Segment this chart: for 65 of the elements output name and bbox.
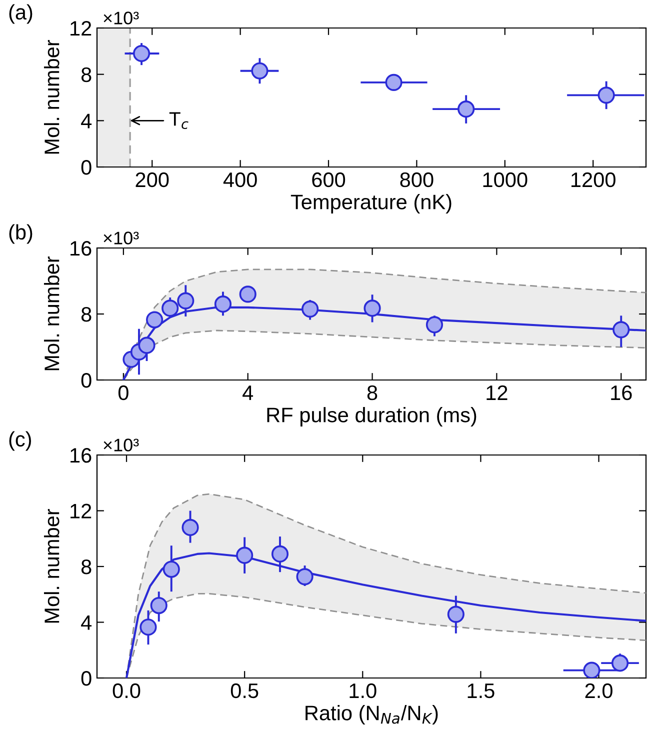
point	[271, 545, 289, 562]
point	[162, 300, 179, 317]
text: ×10³	[104, 232, 139, 244]
point	[214, 296, 232, 313]
x-tick-label: 1200	[572, 172, 616, 188]
point	[236, 546, 254, 564]
x-tick-label: 200	[136, 172, 169, 188]
point	[447, 606, 464, 623]
point	[132, 44, 150, 62]
point	[458, 100, 475, 118]
x-tick-label: 12	[486, 385, 508, 400]
y-tick-label: 12	[70, 21, 92, 36]
y-tick-label: 8	[81, 307, 92, 322]
y-tick-label: 0	[81, 373, 92, 388]
x-tick-label: 16	[611, 385, 632, 400]
point	[150, 596, 168, 614]
x-tick-label: 600	[312, 172, 346, 188]
y-tick-label: 4	[81, 615, 92, 630]
point	[239, 286, 256, 303]
point	[598, 86, 615, 104]
x-tick-label: 1000	[483, 172, 528, 188]
x-tick-label: 0	[118, 385, 128, 400]
x-tick-label: 400	[223, 172, 257, 188]
text: ×10³	[104, 12, 139, 24]
text: (a)	[9, 4, 32, 24]
text: (b)	[9, 224, 32, 244]
point	[138, 336, 156, 354]
x-tick-label: 4	[242, 386, 254, 400]
point	[385, 74, 402, 91]
point	[182, 518, 199, 536]
y-tick-label: 8	[81, 560, 92, 574]
text: (c)	[9, 431, 31, 451]
point	[162, 560, 180, 578]
y-axis-title: Mol. number	[44, 508, 60, 623]
x-tick-label: 1.0	[350, 683, 376, 698]
y-axis-title: Mol. number	[44, 256, 60, 370]
annotation: T$_{c}$	[169, 112, 188, 130]
x-tick-label: 1.5	[468, 684, 494, 698]
point	[251, 62, 268, 80]
point	[296, 568, 314, 586]
point	[177, 292, 194, 310]
y-tick-label: 16	[70, 448, 92, 463]
point	[426, 316, 444, 334]
y-tick-label: 8	[81, 67, 92, 82]
point	[302, 300, 319, 318]
x-tick-label: 0.0	[112, 683, 140, 698]
y-tick-label: 4	[81, 114, 92, 128]
x-tick-label: 800	[400, 172, 434, 188]
point	[612, 321, 630, 338]
y-axis-title: Mol. number	[44, 40, 60, 154]
x-tick-label: 0.5	[230, 683, 258, 698]
point	[583, 662, 600, 678]
y-tick-label: 16	[70, 241, 92, 256]
point	[146, 311, 164, 328]
x-axis-title: RF pulse duration (ms)	[267, 407, 476, 426]
x-axis-title: Temperature (nK)	[290, 194, 452, 214]
y-tick-label: 0	[81, 160, 92, 175]
y-tick-label: 0	[81, 671, 92, 686]
point	[140, 618, 157, 636]
x-tick-label: 8	[367, 385, 378, 400]
point	[364, 300, 381, 317]
y-tick-label: 12	[70, 504, 92, 518]
text: ×10³	[104, 438, 139, 452]
x-axis-title: Ratio (N$_{Na}$/N$_{K}$)	[306, 705, 438, 724]
x-tick-label: 2.0	[585, 683, 612, 698]
